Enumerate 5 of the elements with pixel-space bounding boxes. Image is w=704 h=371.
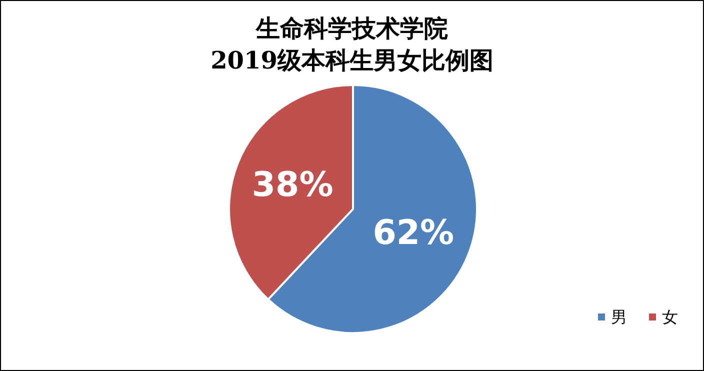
legend-label: 男: [611, 308, 627, 326]
data-label: 62%: [372, 212, 454, 253]
chart-title: 生命科学技术学院 2019级本科生男女比例图: [210, 14, 494, 74]
legend-label: 女: [662, 308, 678, 326]
data-label: 38%: [252, 165, 334, 206]
